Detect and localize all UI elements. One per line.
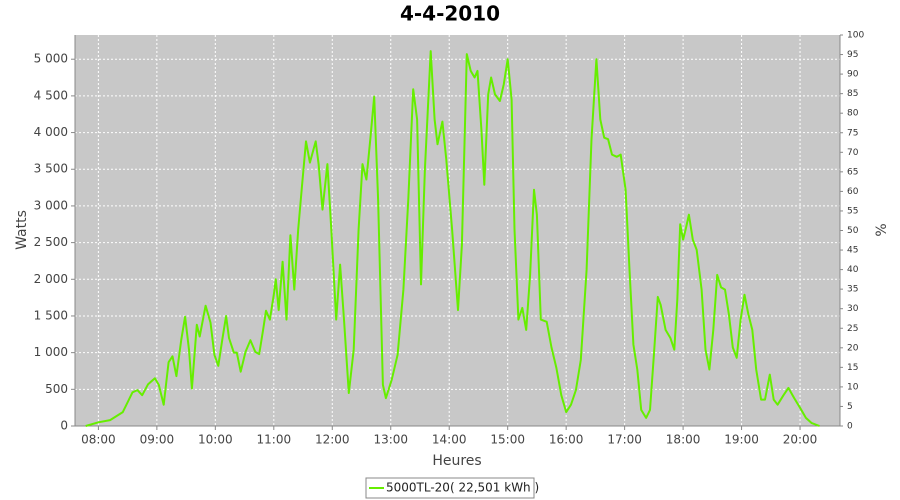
y2-tick-label: 95 [847, 50, 858, 60]
y2-tick-label: 55 [847, 206, 858, 216]
y-tick-label: 3 000 [34, 198, 68, 212]
y2-tick-label: 10 [847, 382, 859, 392]
y2-tick-label: 0 [847, 422, 853, 432]
y2-tick-label: 40 [847, 265, 859, 275]
x-tick-label: 09:00 [140, 433, 175, 447]
y2-tick-label: 70 [847, 148, 859, 158]
y2-tick-label: 100 [847, 31, 864, 41]
chart-title: 4-4-2010 [400, 2, 500, 26]
y2-tick-label: 50 [847, 226, 859, 236]
x-tick-label: 10:00 [198, 433, 233, 447]
x-tick-label: 18:00 [666, 433, 701, 447]
x-tick-label: 20:00 [783, 433, 818, 447]
y2-tick-label: 45 [847, 246, 858, 256]
y-tick-label: 2 500 [34, 235, 68, 249]
y2-tick-label: 60 [847, 187, 859, 197]
x-tick-label: 14:00 [432, 433, 467, 447]
y2-tick-label: 25 [847, 324, 858, 334]
y2-tick-label: 65 [847, 167, 858, 177]
y2-axis-label: % [874, 223, 890, 236]
line [85, 50, 820, 427]
y2-tick-label: 15 [847, 363, 858, 373]
y-tick-label: 1 000 [34, 345, 68, 359]
y-tick-label: 1 500 [34, 308, 68, 322]
y2-tick-label: 20 [847, 343, 859, 353]
x-axis-label: Heures [432, 453, 481, 469]
y2-tick-label: 75 [847, 128, 858, 138]
x-tick-label: 12:00 [315, 433, 350, 447]
y-tick-label: 2 000 [34, 272, 68, 286]
x-tick-label: 19:00 [724, 433, 759, 447]
y-tick-label: 500 [45, 382, 68, 396]
y-tick-label: 5 000 [34, 52, 68, 66]
y2-tick-label: 35 [847, 285, 858, 295]
x-tick-label: 17:00 [607, 433, 642, 447]
y-tick-label: 0 [60, 419, 68, 433]
x-tick-label: 15:00 [490, 433, 525, 447]
y-tick-label: 4 500 [34, 88, 68, 102]
x-tick-label: 16:00 [549, 433, 584, 447]
plot-area [75, 35, 840, 426]
y2-tick-label: 85 [847, 89, 858, 99]
x-tick-label: 11:00 [257, 433, 292, 447]
y2-tick-label: 80 [847, 109, 859, 119]
legend-label: 5000TL-20( 22,501 kWh ) [386, 481, 539, 495]
legend-box [365, 477, 535, 499]
x-tick-label: 13:00 [373, 433, 408, 447]
y-tick-label: 3 500 [34, 162, 68, 176]
y-tick-label: 4 000 [34, 125, 68, 139]
y-axis-label: Watts [14, 210, 30, 250]
y2-tick-label: 90 [847, 70, 859, 80]
x-tick-label: 08:00 [81, 433, 116, 447]
y2-tick-label: 30 [847, 304, 859, 314]
y2-tick-label: 5 [847, 402, 853, 412]
